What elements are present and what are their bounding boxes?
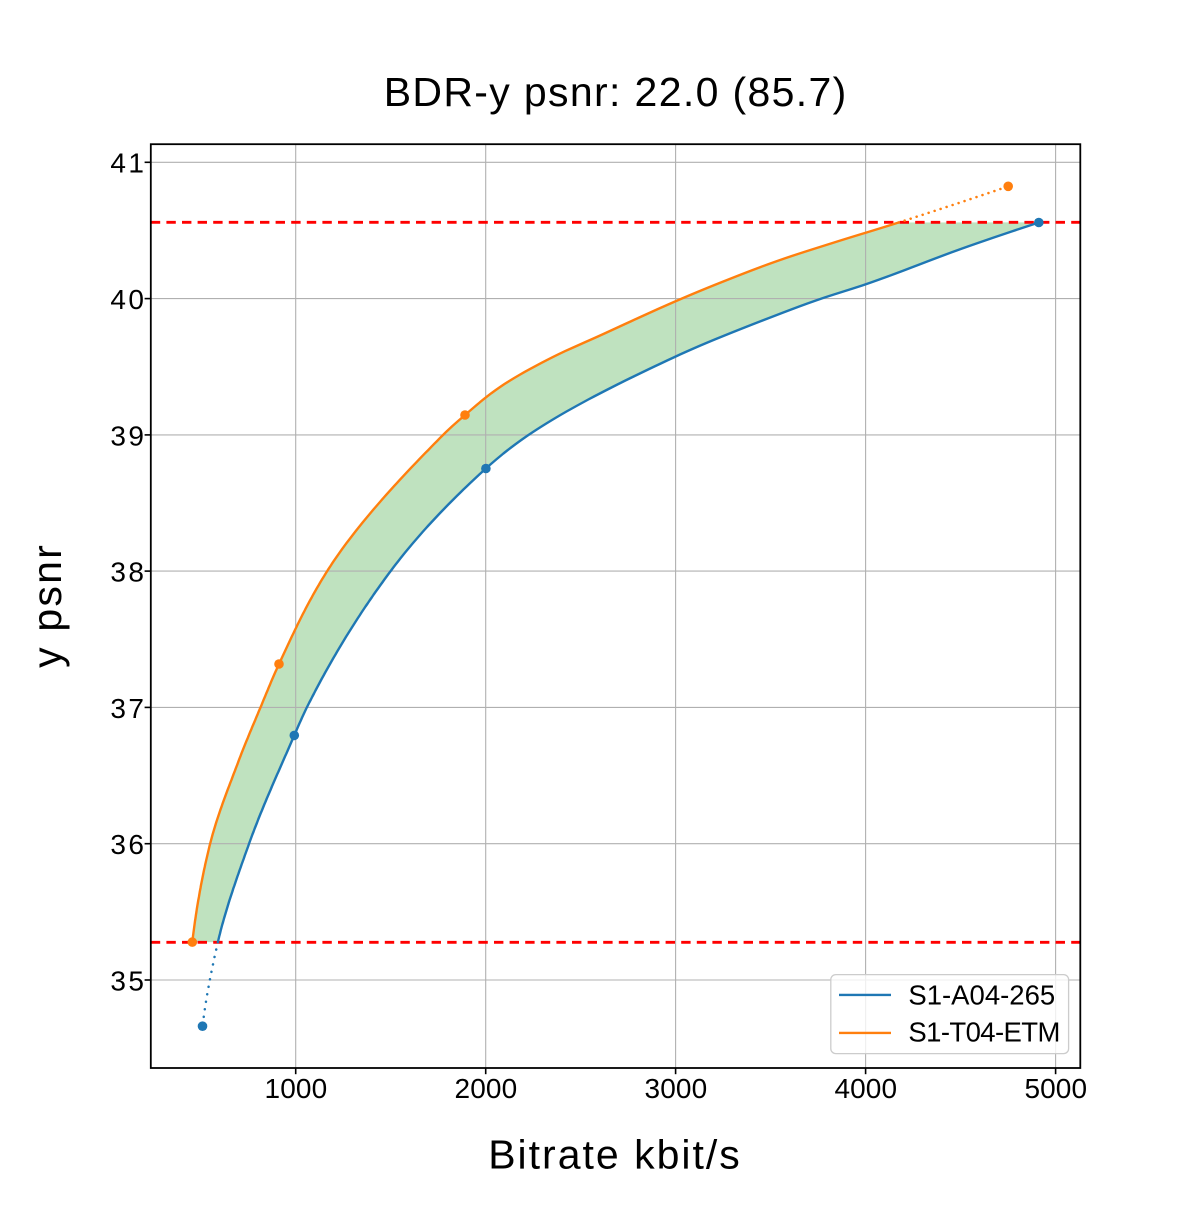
svg-text:40: 40 <box>110 284 146 315</box>
svg-text:3000: 3000 <box>645 1073 708 1104</box>
svg-text:38: 38 <box>110 557 146 588</box>
svg-text:39: 39 <box>110 420 146 451</box>
svg-text:37: 37 <box>110 693 146 724</box>
svg-text:BDR-y psnr: 22.0 (85.7): BDR-y psnr: 22.0 (85.7) <box>384 69 848 115</box>
svg-text:35: 35 <box>110 965 146 996</box>
svg-text:2000: 2000 <box>455 1073 518 1104</box>
svg-text:41: 41 <box>110 148 146 179</box>
svg-text:36: 36 <box>110 829 146 860</box>
svg-text:S1-T04-ETM: S1-T04-ETM <box>908 1016 1059 1047</box>
svg-text:5000: 5000 <box>1024 1073 1087 1104</box>
svg-text:1000: 1000 <box>265 1073 328 1104</box>
svg-text:y psnr: y psnr <box>24 543 70 668</box>
svg-text:Bitrate kbit/s: Bitrate kbit/s <box>488 1131 742 1177</box>
svg-text:S1-A04-265: S1-A04-265 <box>908 979 1055 1010</box>
svg-text:4000: 4000 <box>834 1073 897 1104</box>
